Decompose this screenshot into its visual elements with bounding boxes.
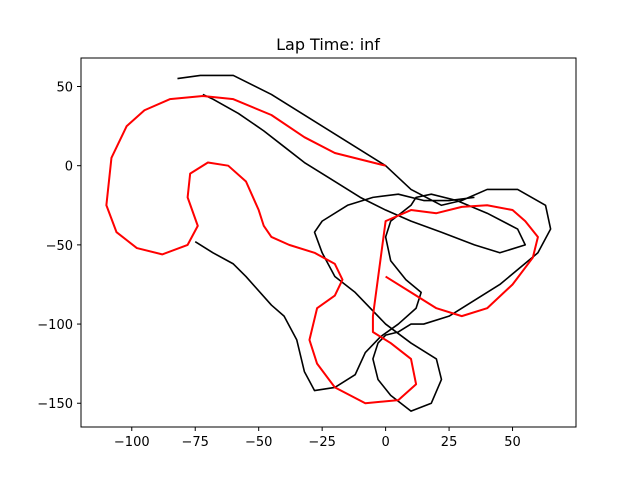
y-tick-label: 0 bbox=[65, 160, 73, 175]
series-line-2 bbox=[105, 95, 539, 405]
x-tick-label: 50 bbox=[504, 435, 521, 450]
y-tick-label: −150 bbox=[37, 397, 73, 412]
x-tick-label: −100 bbox=[114, 435, 150, 450]
y-ticks: 50 0 −50 −100 −150 bbox=[37, 81, 81, 412]
y-tick-label: −100 bbox=[37, 318, 73, 333]
x-ticks: −100 −75 −50 −25 0 25 50 bbox=[114, 427, 521, 450]
x-tick-label: 25 bbox=[441, 435, 458, 450]
x-tick-label: 0 bbox=[381, 435, 389, 450]
x-tick-label: −25 bbox=[308, 435, 335, 450]
y-tick-label: 50 bbox=[56, 81, 73, 96]
series-line-0 bbox=[177, 74, 552, 412]
plot-area: −100 −75 −50 −25 0 25 50 50 0 −50 −100 −150 bbox=[37, 57, 577, 450]
chart-title: Lap Time: inf bbox=[276, 35, 380, 54]
plot-frame bbox=[80, 57, 577, 428]
y-tick-label: −50 bbox=[46, 239, 73, 254]
x-tick-label: −75 bbox=[182, 435, 209, 450]
series-line-1 bbox=[194, 93, 527, 392]
series-layer bbox=[105, 74, 552, 412]
x-tick-label: −50 bbox=[245, 435, 272, 450]
